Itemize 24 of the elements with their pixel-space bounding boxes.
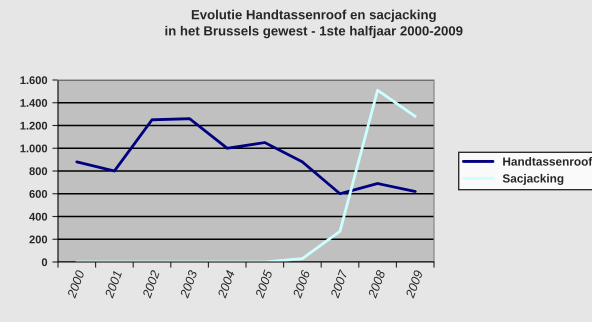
y-tick-label: 400 <box>29 212 48 221</box>
line-series <box>75 117 417 196</box>
x-tick-label: 2000 <box>66 269 85 299</box>
legend-label: Handtassenroof <box>503 157 592 166</box>
x-tick-label: 2003 <box>180 269 198 299</box>
x-tick-label: 2002 <box>142 270 160 299</box>
x-tick-label: 2009 <box>405 270 424 299</box>
y-tick-label: 600 <box>29 190 48 198</box>
chart-title: Evolutie Handtassenroof en sacjacking in het Brussels gewest - 1ste halfjaar 2000-2009 <box>165 10 463 38</box>
x-tick-label: 2005 <box>254 269 273 299</box>
x-tick-label: 2008 <box>368 269 386 299</box>
y-tick-label: 800 <box>29 167 48 176</box>
y-tick-label: 1.000 <box>20 144 48 152</box>
y-tick-label: 200 <box>29 236 48 244</box>
x-tick-label: 2007 <box>330 269 348 299</box>
legend-label: Sacjacking <box>502 174 564 185</box>
line-series <box>75 88 417 262</box>
x-tick-label: 2001 <box>104 270 122 299</box>
y-tick-label: 1.600 <box>20 76 48 84</box>
y-tick-label: 0 <box>42 258 48 266</box>
y-tick-label: 1.200 <box>20 122 48 130</box>
y-tick-label: 1.400 <box>20 99 48 107</box>
x-tick-label: 2004 <box>217 270 235 299</box>
x-tick-label: 2006 <box>292 269 310 299</box>
